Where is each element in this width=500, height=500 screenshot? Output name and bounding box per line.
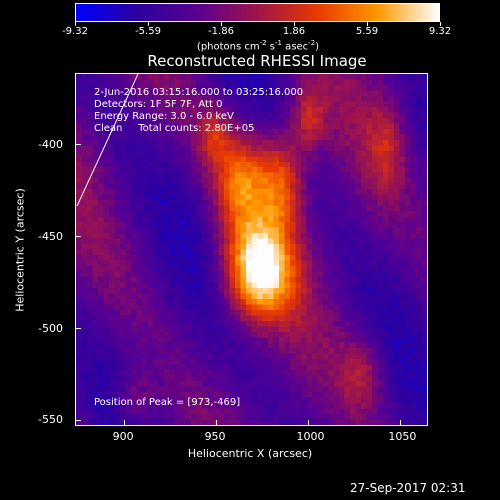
x-tick-mark <box>124 420 126 426</box>
y-tick-label: -400 <box>38 137 63 151</box>
timestamp: 27-Sep-2017 02:31 <box>350 481 466 495</box>
plot-title: Reconstructed RHESSI Image <box>147 52 367 70</box>
energy-range-text: Energy Range: 3.0 - 6.0 keV <box>94 111 234 122</box>
y-tick-mark <box>75 419 81 421</box>
plot-area: 2-Jun-2016 03:15:16.000 to 03:25:16.000 … <box>75 73 428 426</box>
x-tick-label: 1000 <box>296 430 325 443</box>
heatmap-image <box>76 74 427 425</box>
y-tick-mark <box>75 144 81 146</box>
y-axis-label: Heliocentric Y (arcsec) <box>13 188 27 312</box>
time-range-text: 2-Jun-2016 03:15:16.000 to 03:25:16.000 <box>94 87 304 98</box>
x-tick-label: 900 <box>112 430 134 443</box>
detectors-text: Detectors: 1F 5F 7F, Att 0 <box>94 99 223 110</box>
colorbar-tick-label: 1.86 <box>282 26 306 37</box>
y-tick-label: -450 <box>38 229 63 243</box>
y-tick-mark <box>75 328 81 330</box>
total-counts-text: Clean Total counts: 2.80E+05 <box>94 123 255 134</box>
colorbar-unit: (photons cm-2 s-1 asec-2) <box>196 39 320 53</box>
colorbar-tick <box>220 22 222 26</box>
y-tick-mark <box>75 236 81 238</box>
solar-limb-line <box>76 74 139 207</box>
colorbar-tick <box>147 22 149 26</box>
colorbar-tick <box>293 22 295 26</box>
x-tick-mark <box>216 420 218 426</box>
colorbar-tick-label: -9.32 <box>62 26 88 37</box>
colorbar <box>75 3 440 22</box>
colorbar-tick-label: 5.59 <box>355 26 379 37</box>
limb-overlay <box>76 74 139 207</box>
x-tick-label: 950 <box>204 430 226 443</box>
y-tick-label: -500 <box>38 321 63 335</box>
colorbar-tick <box>74 22 76 26</box>
x-tick-mark <box>399 420 401 426</box>
colorbar-tick-label: 9.32 <box>428 26 452 37</box>
x-tick-label: 1050 <box>388 430 417 443</box>
x-axis-label: Heliocentric X (arcsec) <box>187 447 313 460</box>
colorbar-tick <box>439 22 441 26</box>
y-tick-label: -550 <box>38 413 63 427</box>
colorbar-tick-label: -1.86 <box>208 26 234 37</box>
peak-position-text: Position of Peak = [973,-469] <box>94 397 241 408</box>
x-tick-mark <box>307 420 309 426</box>
colorbar-tick <box>366 22 368 26</box>
colorbar-tick-label: -5.59 <box>135 26 161 37</box>
